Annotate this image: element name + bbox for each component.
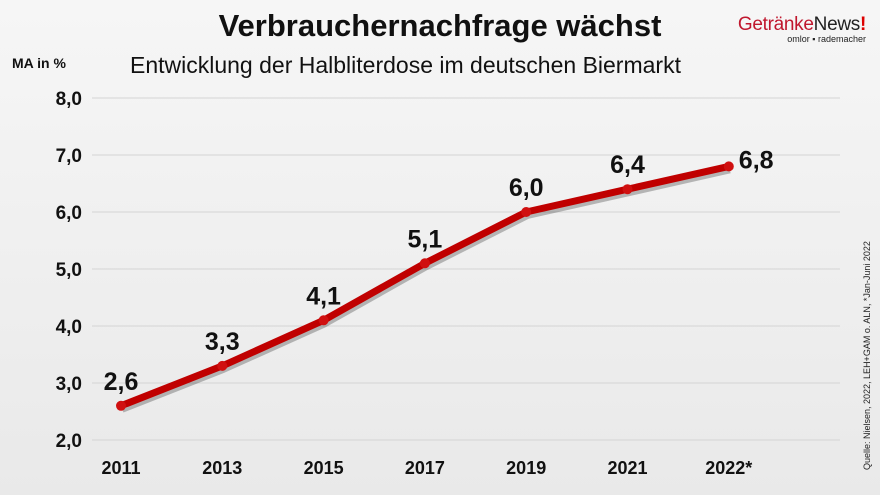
y-tick-label: 5,0 xyxy=(56,260,82,281)
data-label: 6,4 xyxy=(610,151,645,179)
data-point xyxy=(419,258,430,269)
data-point xyxy=(622,184,633,195)
x-tick-label: 2022* xyxy=(705,458,752,478)
series-line xyxy=(119,162,730,410)
data-label: 6,8 xyxy=(739,146,774,174)
data-label: 6,0 xyxy=(509,174,544,202)
y-axis-label: MA in % xyxy=(12,55,66,71)
logo-part-c: ! xyxy=(859,14,866,35)
chart-title: Verbrauchernachfrage wächst xyxy=(218,8,662,43)
logo-part-b: News xyxy=(813,14,861,35)
x-tick-label: 2015 xyxy=(304,458,344,478)
x-tick-label: 2011 xyxy=(101,458,140,478)
data-point xyxy=(723,161,734,172)
y-tick-label: 4,0 xyxy=(56,317,82,338)
x-tick-label: 2021 xyxy=(607,458,647,478)
data-label: 3,3 xyxy=(205,328,240,356)
x-tick-label: 2017 xyxy=(405,458,445,478)
data-label: 4,1 xyxy=(306,282,341,310)
logo-part-a: Getränke xyxy=(737,14,814,35)
data-point xyxy=(217,360,228,371)
logo: GetränkeNews! omlor ▪ rademacher xyxy=(738,14,866,44)
data-label: 5,1 xyxy=(408,225,443,253)
x-tick-label: 2019 xyxy=(506,458,546,478)
y-tick-label: 3,0 xyxy=(56,374,82,395)
y-tick-label: 7,0 xyxy=(56,146,82,167)
x-tick-label: 2013 xyxy=(202,458,242,478)
data-point xyxy=(116,400,126,411)
data-label: 2,6 xyxy=(104,368,139,396)
y-tick-label: 8,0 xyxy=(56,89,82,110)
y-tick-label: 6,0 xyxy=(56,203,82,224)
chart-subtitle: Entwicklung der Halbliterdose im deutsch… xyxy=(130,52,681,78)
data-point xyxy=(318,315,329,326)
logo-tagline: omlor ▪ rademacher xyxy=(787,34,866,44)
y-tick-label: 2,0 xyxy=(56,431,82,452)
data-point xyxy=(521,207,532,217)
